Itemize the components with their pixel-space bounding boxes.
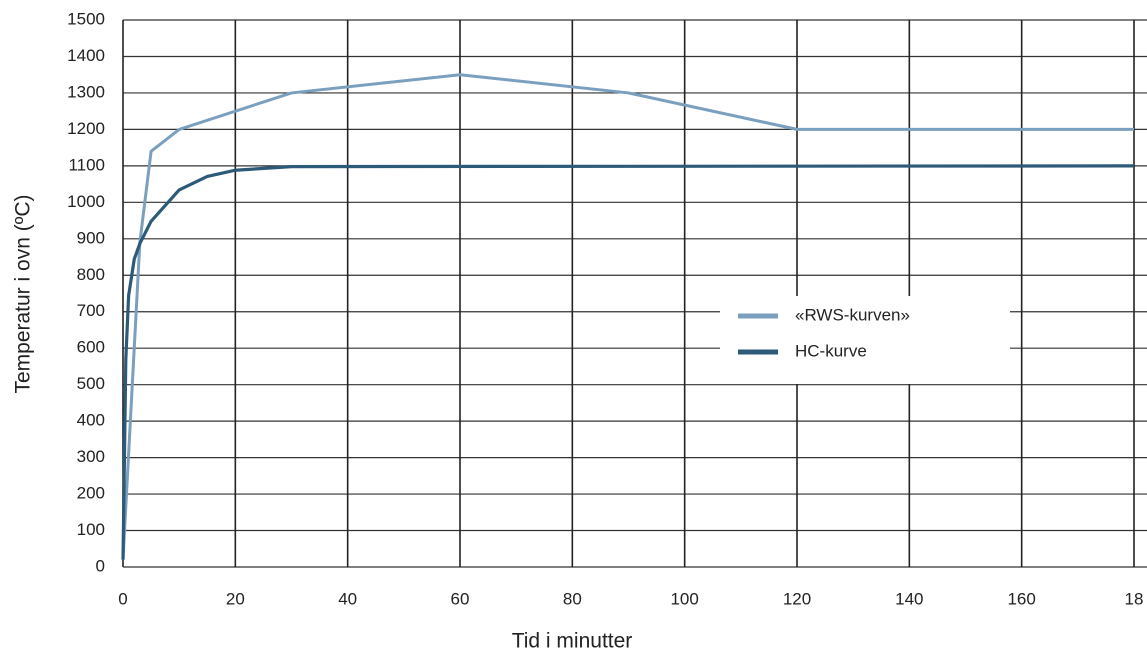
- x-tick-label: 18: [1125, 589, 1144, 608]
- legend-box: [720, 296, 1010, 384]
- y-tick-label: 800: [77, 265, 105, 284]
- data-line: [121, 164, 1135, 560]
- x-tick-label: 140: [895, 589, 923, 608]
- x-axis-label: Tid i minutter: [512, 630, 633, 653]
- y-tick-label: 900: [77, 228, 105, 247]
- y-tick-label: 300: [77, 447, 105, 466]
- y-tick-label: 100: [77, 520, 105, 539]
- data-line: [121, 73, 1134, 560]
- legend-label: HC-kurve: [795, 341, 867, 360]
- y-tick-label: 400: [77, 411, 105, 430]
- x-tick-label: 0: [118, 589, 127, 608]
- x-tick-label: 160: [1007, 589, 1035, 608]
- y-tick-label: 600: [77, 338, 105, 357]
- y-tick-label: 500: [77, 374, 105, 393]
- y-tick-label: 1000: [67, 192, 105, 211]
- y-tick-label: 0: [96, 556, 105, 575]
- x-tick-label: 20: [226, 589, 245, 608]
- x-tick-label: 100: [670, 589, 698, 608]
- y-tick-label: 700: [77, 301, 105, 320]
- x-tick-label: 120: [783, 589, 811, 608]
- x-tick-label: 80: [563, 589, 582, 608]
- x-tick-label: 60: [451, 589, 470, 608]
- y-tick-label: 1300: [67, 82, 105, 101]
- legend-label: «RWS-kurven»: [795, 305, 910, 324]
- y-tick-label: 1200: [67, 119, 105, 138]
- y-tick-label: 1400: [67, 46, 105, 65]
- y-tick-label: 200: [77, 484, 105, 503]
- y-tick-label: 1100: [68, 155, 105, 174]
- x-tick-label: 40: [338, 589, 357, 608]
- y-tick-label: 1500: [67, 9, 105, 28]
- y-axis-label: Temperatur i ovn (ºC): [12, 194, 35, 393]
